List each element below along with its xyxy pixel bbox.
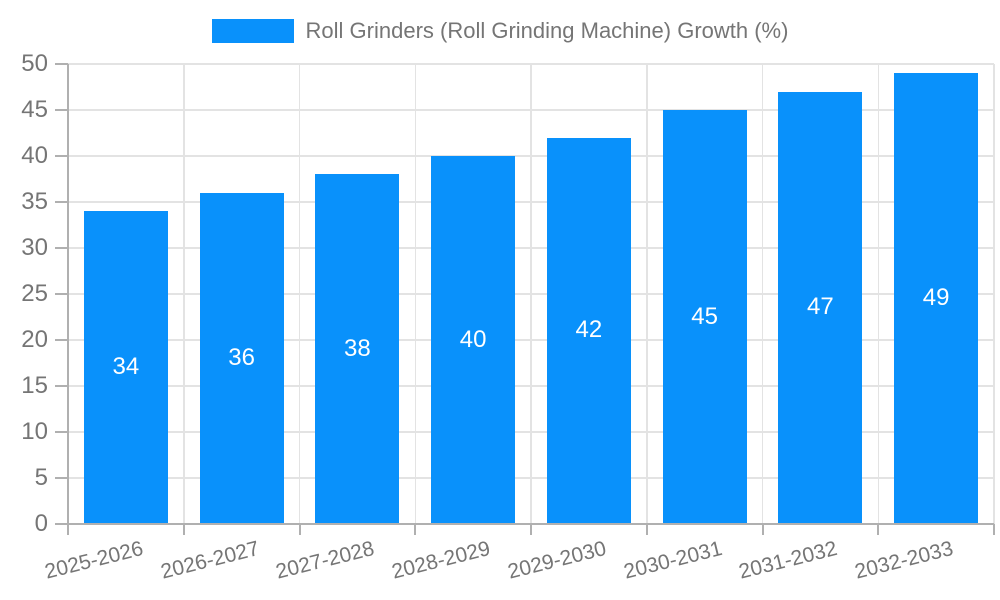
x-gridline xyxy=(298,64,301,524)
x-gridline xyxy=(530,64,532,524)
y-axis-tick-label: 10 xyxy=(21,418,48,445)
y-axis-tick xyxy=(55,109,68,111)
x-gridline xyxy=(646,64,648,524)
y-axis-tick xyxy=(55,523,68,525)
y-axis-tick-label: 40 xyxy=(21,142,48,169)
bar-value-label: 40 xyxy=(459,325,487,353)
bar-2025-2026[interactable]: 34 xyxy=(83,211,168,523)
legend-label: Roll Grinders (Roll Grinding Machine) Gr… xyxy=(305,18,789,43)
bar-value-label: 38 xyxy=(344,334,371,362)
bar-value-label: 34 xyxy=(112,353,140,381)
bar-2026-2027[interactable]: 36 xyxy=(199,192,284,523)
y-axis-tick-label: 35 xyxy=(21,188,48,215)
legend[interactable]: Roll Grinders (Roll Grinding Machine) Gr… xyxy=(0,10,1000,52)
y-axis-tick-label: 25 xyxy=(21,280,48,307)
bar-value-label: 42 xyxy=(575,316,603,344)
y-axis-tick xyxy=(55,201,68,203)
bar-2029-2030[interactable]: 42 xyxy=(546,137,631,523)
x-axis-tick xyxy=(877,524,880,535)
x-axis-tick xyxy=(298,524,301,535)
bar-2032-2033[interactable]: 49 xyxy=(894,73,979,523)
x-axis-tick xyxy=(645,524,648,535)
bar-value-label: 47 xyxy=(807,293,834,321)
y-axis-tick-label: 5 xyxy=(34,464,48,491)
x-gridline xyxy=(414,64,416,524)
y-axis-tick-label: 15 xyxy=(21,372,48,399)
bar-2028-2029[interactable]: 40 xyxy=(431,156,516,523)
x-gridline xyxy=(183,64,185,524)
x-axis-tick xyxy=(414,524,417,535)
y-axis-tick xyxy=(55,477,68,479)
legend-swatch-icon xyxy=(211,19,294,43)
y-axis-tick-label: 50 xyxy=(21,50,48,77)
y-axis-tick xyxy=(55,385,68,387)
x-axis-tick xyxy=(530,524,532,535)
x-axis-tick xyxy=(761,524,764,535)
y-axis-tick xyxy=(55,155,68,157)
y-axis-tick xyxy=(55,431,68,433)
x-axis-tick xyxy=(182,524,185,535)
x-gridline xyxy=(993,64,995,524)
y-axis-tick-label: 0 xyxy=(34,510,48,537)
y-axis-tick xyxy=(55,247,68,249)
y-axis-line xyxy=(67,64,69,524)
x-axis-tick xyxy=(993,524,995,535)
y-axis-tick-label: 30 xyxy=(21,234,48,261)
x-gridline xyxy=(877,64,879,524)
y-axis-tick xyxy=(55,339,68,341)
bar-2027-2028[interactable]: 38 xyxy=(315,174,400,523)
y-axis-tick xyxy=(55,63,68,65)
x-axis-line xyxy=(67,523,994,525)
bar-2031-2032[interactable]: 47 xyxy=(778,91,863,523)
bar-value-label: 45 xyxy=(691,302,718,330)
x-gridline xyxy=(761,64,764,524)
y-axis-tick-label: 20 xyxy=(21,326,48,353)
bar-value-label: 49 xyxy=(922,284,950,312)
y-axis-tick-label: 45 xyxy=(21,96,48,123)
x-axis-tick xyxy=(67,524,69,535)
bar-2030-2031[interactable]: 45 xyxy=(662,110,747,523)
y-axis-tick xyxy=(55,293,68,295)
bar-value-label: 36 xyxy=(228,343,255,371)
